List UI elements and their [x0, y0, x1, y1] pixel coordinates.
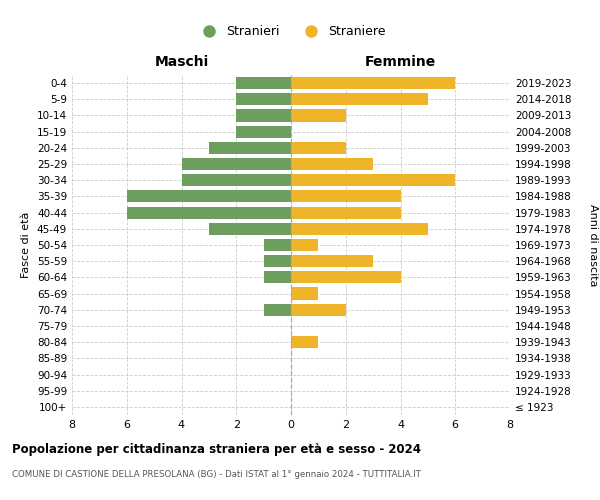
- Bar: [291, 239, 319, 251]
- Bar: [291, 190, 401, 202]
- Bar: [291, 142, 346, 154]
- Bar: [263, 304, 291, 316]
- Bar: [263, 255, 291, 268]
- Bar: [263, 272, 291, 283]
- Bar: [291, 272, 401, 283]
- Bar: [291, 77, 455, 89]
- Bar: [236, 93, 291, 106]
- Bar: [291, 93, 428, 106]
- Bar: [291, 304, 346, 316]
- Text: COMUNE DI CASTIONE DELLA PRESOLANA (BG) - Dati ISTAT al 1° gennaio 2024 - TUTTIT: COMUNE DI CASTIONE DELLA PRESOLANA (BG) …: [12, 470, 421, 479]
- Bar: [291, 158, 373, 170]
- Bar: [291, 174, 455, 186]
- Legend: Stranieri, Straniere: Stranieri, Straniere: [191, 20, 391, 43]
- Bar: [127, 190, 291, 202]
- Bar: [291, 222, 428, 235]
- Bar: [291, 110, 346, 122]
- Bar: [209, 222, 291, 235]
- Bar: [182, 174, 291, 186]
- Bar: [291, 336, 319, 348]
- Y-axis label: Anni di nascita: Anni di nascita: [588, 204, 598, 286]
- Bar: [209, 142, 291, 154]
- Y-axis label: Fasce di età: Fasce di età: [22, 212, 31, 278]
- Bar: [291, 288, 319, 300]
- Bar: [291, 206, 401, 218]
- Bar: [236, 110, 291, 122]
- Text: Maschi: Maschi: [154, 54, 209, 68]
- Text: Femmine: Femmine: [365, 54, 436, 68]
- Bar: [291, 255, 373, 268]
- Bar: [127, 206, 291, 218]
- Bar: [263, 239, 291, 251]
- Bar: [182, 158, 291, 170]
- Text: Popolazione per cittadinanza straniera per età e sesso - 2024: Popolazione per cittadinanza straniera p…: [12, 442, 421, 456]
- Bar: [236, 77, 291, 89]
- Bar: [236, 126, 291, 138]
